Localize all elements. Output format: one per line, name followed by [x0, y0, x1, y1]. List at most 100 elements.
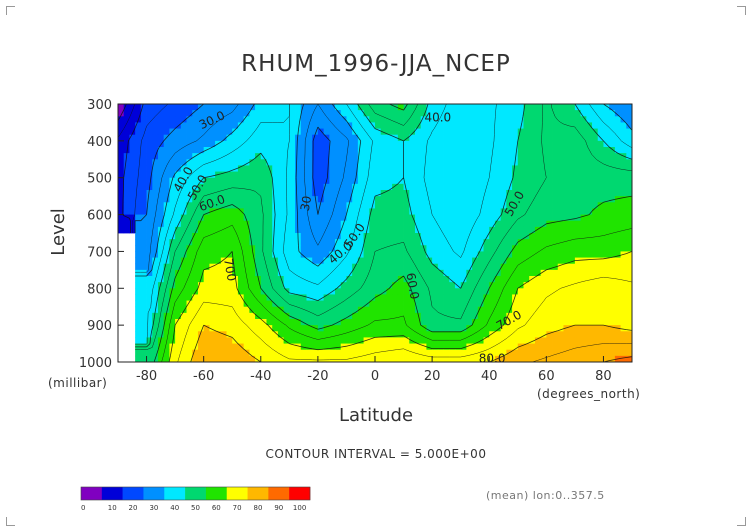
field-cell: [386, 300, 393, 308]
field-cell: [592, 177, 599, 185]
field-cell: [255, 165, 262, 172]
field-cell: [437, 257, 444, 265]
field-cell: [209, 171, 216, 179]
field-cell: [123, 116, 130, 123]
field-cell: [477, 263, 484, 271]
field-cell: [420, 159, 427, 166]
field-cell: [460, 276, 467, 283]
contour-label: 60.0: [403, 272, 421, 301]
field-cell: [414, 349, 422, 357]
field-cell: [135, 104, 142, 111]
field-cell: [186, 337, 193, 344]
field-cell: [157, 165, 165, 172]
field-cell: [609, 214, 616, 222]
field-cell: [129, 208, 136, 215]
field-cell: [489, 226, 496, 234]
field-cell: [232, 110, 239, 117]
field-cell: [557, 202, 564, 209]
field-cell: [340, 288, 347, 295]
field-cell: [375, 104, 382, 111]
field-cell: [609, 288, 616, 295]
field-cell: [369, 147, 376, 154]
field-cell: [586, 337, 593, 344]
field-cell: [300, 165, 307, 172]
field-cell: [483, 269, 490, 277]
field-cell: [620, 331, 627, 338]
field-cell: [306, 251, 313, 258]
field-cell: [249, 220, 256, 228]
field-cell: [157, 171, 165, 179]
field-cell: [626, 177, 633, 185]
field-cell: [574, 134, 581, 142]
field-cell: [580, 245, 587, 252]
field-cell: [186, 331, 193, 338]
field-cell: [146, 177, 153, 185]
field-cell: [203, 177, 210, 185]
field-cell: [489, 355, 496, 363]
field-cell: [266, 147, 273, 154]
field-cell: [146, 134, 153, 142]
field-cell: [626, 245, 633, 252]
field-cell: [135, 349, 142, 357]
field-cell: [175, 183, 182, 191]
field-cell: [357, 165, 364, 172]
field-cell: [152, 165, 159, 172]
field-cell: [569, 196, 576, 203]
field-cell: [540, 276, 547, 283]
field-cell: [603, 134, 610, 142]
field-cell: [472, 288, 479, 295]
field-cell: [157, 282, 165, 289]
field-cell: [335, 226, 342, 234]
field-cell: [163, 153, 170, 160]
field-cell: [563, 251, 570, 258]
field-cell: [512, 349, 519, 357]
field-cell: [597, 319, 604, 326]
field-cell: [346, 276, 353, 283]
field-cell: [312, 159, 319, 166]
field-cell: [397, 282, 404, 289]
field-cell: [175, 300, 182, 308]
field-cell: [557, 196, 564, 203]
field-cell: [215, 159, 222, 166]
field-cell: [323, 325, 330, 332]
field-cell: [620, 282, 627, 289]
field-cell: [437, 306, 444, 314]
field-cell: [472, 110, 479, 117]
field-cell: [443, 269, 450, 277]
field-cell: [426, 355, 433, 363]
field-cell: [243, 208, 250, 215]
field-cell: [426, 134, 433, 142]
field-cell: [140, 220, 147, 228]
field-cell: [603, 233, 610, 240]
field-cell: [335, 171, 342, 179]
field-cell: [215, 134, 222, 142]
field-cell: [163, 116, 170, 123]
field-cell: [540, 251, 547, 258]
field-cell: [375, 349, 382, 357]
field-cell: [369, 177, 376, 185]
field-cell: [403, 355, 410, 363]
field-cell: [249, 325, 256, 332]
field-cell: [517, 294, 524, 301]
field-cell: [529, 263, 536, 271]
field-cell: [369, 306, 376, 314]
field-cell: [432, 104, 439, 111]
field-cell: [414, 294, 422, 301]
field-cell: [186, 190, 193, 197]
field-cell: [209, 202, 216, 209]
field-cell: [375, 251, 382, 258]
field-cell: [243, 269, 250, 277]
field-cell: [203, 190, 210, 197]
field-cell: [466, 110, 473, 117]
field-cell: [340, 190, 347, 197]
field-cell: [146, 233, 153, 240]
field-cell: [392, 306, 399, 314]
field-cell: [312, 153, 319, 160]
field-cell: [283, 276, 290, 283]
field-cell: [494, 239, 502, 246]
field-cell: [420, 153, 427, 160]
field-cell: [352, 122, 359, 129]
field-cell: [237, 319, 245, 326]
field-cell: [563, 183, 570, 191]
field-cell: [243, 110, 250, 117]
